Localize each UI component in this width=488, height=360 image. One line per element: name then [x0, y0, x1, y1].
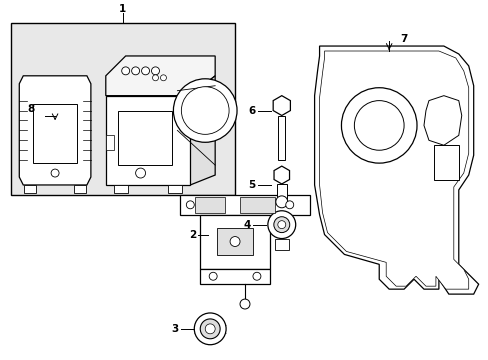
Bar [195, 197, 224, 213]
Polygon shape [105, 96, 190, 185]
Circle shape [341, 88, 416, 163]
Bar [240, 197, 274, 213]
Text: 4: 4 [243, 220, 250, 230]
Circle shape [122, 67, 129, 75]
Bar [24, 185, 36, 193]
Circle shape [131, 67, 139, 75]
Bar [217, 228, 252, 255]
Circle shape [194, 313, 225, 345]
Text: 1: 1 [119, 4, 126, 14]
Bar [118, 111, 172, 165]
Bar [200, 269, 269, 284]
Circle shape [160, 75, 166, 81]
Polygon shape [273, 96, 290, 116]
Polygon shape [314, 46, 478, 294]
Circle shape [285, 201, 293, 209]
Circle shape [181, 87, 228, 134]
Bar [180, 195, 309, 215]
Circle shape [173, 79, 237, 142]
Text: 5: 5 [248, 180, 255, 190]
Polygon shape [105, 56, 215, 96]
Polygon shape [190, 76, 215, 185]
Circle shape [151, 67, 159, 75]
Polygon shape [19, 76, 91, 185]
Circle shape [230, 237, 240, 247]
Bar [11, 23, 235, 195]
Text: 7: 7 [400, 34, 407, 44]
Text: 6: 6 [248, 105, 255, 116]
Text: 2: 2 [188, 230, 196, 239]
Circle shape [51, 169, 59, 177]
Polygon shape [319, 51, 468, 289]
Polygon shape [273, 166, 289, 184]
Circle shape [277, 221, 285, 229]
Circle shape [152, 75, 158, 81]
Bar [278, 116, 285, 160]
Text: 8: 8 [27, 104, 35, 113]
Bar [74, 185, 86, 193]
Bar [276, 184, 286, 202]
Circle shape [205, 324, 215, 334]
Circle shape [209, 272, 217, 280]
Circle shape [275, 196, 287, 208]
Circle shape [354, 100, 403, 150]
Circle shape [273, 217, 289, 233]
Bar [33, 104, 77, 163]
Bar [105, 135, 114, 150]
Circle shape [135, 168, 145, 178]
Bar [200, 215, 269, 269]
Circle shape [200, 319, 220, 339]
Circle shape [240, 299, 249, 309]
Circle shape [252, 272, 261, 280]
Polygon shape [423, 96, 461, 145]
Circle shape [142, 67, 149, 75]
Circle shape [267, 211, 295, 239]
Circle shape [186, 201, 194, 209]
Bar [274, 239, 288, 251]
Bar [114, 185, 127, 193]
Bar [433, 145, 458, 180]
Bar [168, 185, 182, 193]
Text: 3: 3 [171, 324, 179, 334]
